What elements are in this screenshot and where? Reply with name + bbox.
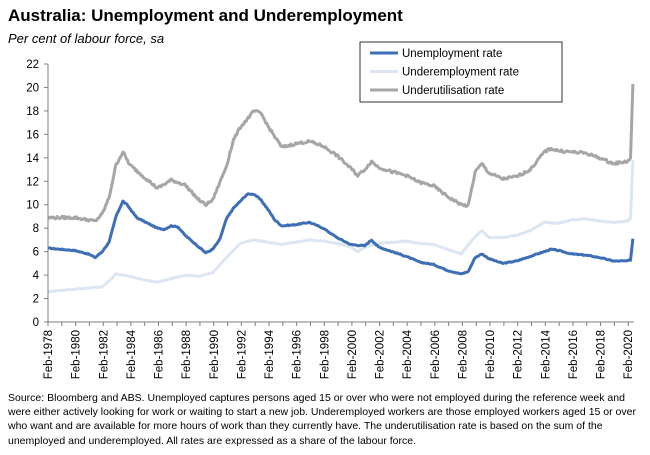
x-tick-label: Feb-2006	[430, 330, 442, 379]
series-line-unemployment-rate	[47, 192, 635, 276]
x-tick-label: Feb-2008	[457, 330, 469, 379]
x-tick-label: Feb-1978	[43, 330, 55, 379]
y-axis-ticks: 0 2 4 6 8 10 12 14 16 18 20 22	[26, 59, 48, 329]
x-tick-label: Feb-2014	[540, 329, 552, 379]
legend-label: Underutilisation rate	[402, 85, 504, 97]
x-tick-label: Feb-2010	[485, 330, 497, 379]
chart-subtitle: Per cent of labour force, sa	[8, 31, 165, 46]
x-tick-label: Feb-2020	[623, 330, 635, 379]
series-lines	[47, 83, 635, 294]
y-tick-label: 18	[26, 106, 39, 118]
source-note: Source: Bloomberg and ABS. Unemployed ca…	[8, 392, 636, 447]
legend: Unemployment rate Underemployment rate Und…	[359, 41, 563, 103]
x-tick-label: Feb-2016	[568, 330, 580, 379]
y-tick-label: 0	[33, 317, 39, 329]
x-tick-label: Feb-2012	[513, 330, 525, 379]
x-axis-ticks: Feb-1978 Feb-1980 Feb-1982 Feb-1984 Feb-1986…	[43, 322, 635, 379]
x-tick-label: Feb-2004	[402, 329, 414, 379]
legend-label: Unemployment rate	[402, 48, 502, 60]
x-tick-label: Feb-1990	[209, 330, 221, 379]
legend-label: Underemployment rate	[402, 67, 519, 79]
x-tick-label: Feb-1998	[319, 330, 331, 379]
x-tick-label: Feb-2018	[596, 330, 608, 379]
x-tick-label: Feb-2002	[375, 330, 387, 379]
y-tick-label: 12	[26, 176, 39, 188]
x-tick-label: Feb-1984	[126, 329, 138, 379]
y-tick-label: 6	[33, 247, 39, 259]
y-tick-label: 14	[26, 153, 39, 165]
x-tick-label: Feb-1986	[154, 330, 166, 379]
y-tick-label: 16	[26, 129, 39, 141]
x-tick-label: Feb-2000	[347, 330, 359, 379]
axes	[47, 64, 634, 323]
y-tick-label: 4	[33, 270, 40, 282]
x-tick-label: Feb-1996	[292, 330, 304, 379]
y-tick-label: 10	[26, 200, 39, 212]
x-tick-label: Feb-1988	[181, 330, 193, 379]
x-tick-label: Feb-1980	[71, 330, 83, 379]
y-tick-label: 2	[33, 294, 39, 306]
y-tick-label: 20	[26, 82, 39, 94]
series-line-underemployment-rate	[47, 160, 635, 294]
series-line-underutilisation-rate	[47, 83, 635, 223]
y-tick-label: 8	[33, 223, 39, 235]
x-tick-label: Feb-1982	[98, 330, 110, 379]
y-tick-label: 22	[26, 59, 39, 71]
chart-title: Australia: Unemployment and Underemploym…	[8, 6, 403, 25]
x-tick-label: Feb-1992	[236, 330, 248, 379]
x-tick-label: Feb-1994	[264, 329, 276, 379]
